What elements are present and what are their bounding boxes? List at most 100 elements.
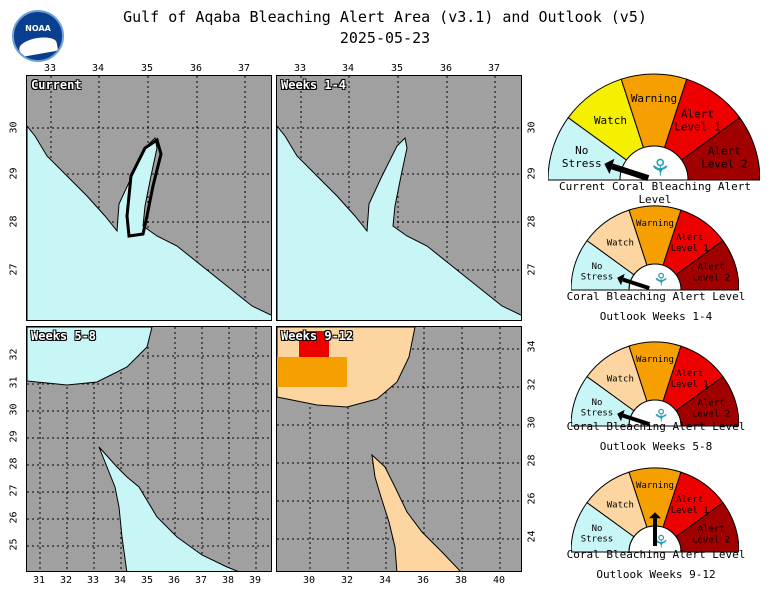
lat-tick: 30	[8, 121, 20, 134]
gauge-segment-label: Warning	[636, 355, 674, 365]
lat-tick: 27	[526, 263, 538, 276]
gauge-segment-label: Alert	[698, 263, 725, 273]
noaa-logo-text: NOAA	[25, 24, 51, 33]
lat-tick: 34	[526, 340, 538, 353]
gauge-segment-label: Level 1	[671, 506, 709, 516]
lon-tick: 33	[43, 63, 57, 74]
gauge-segment-label: Alert	[681, 107, 714, 120]
gauge-segment-label: Level 2	[692, 409, 730, 419]
gauge-segment-label: Alert	[676, 495, 703, 505]
lon-tick: 38	[454, 575, 468, 586]
lat-tick: 27	[8, 484, 20, 497]
lon-tick: 35	[390, 63, 404, 74]
map-weeks-1-4-svg	[277, 76, 521, 320]
panel-label: Weeks 5-8	[31, 329, 97, 343]
lon-tick: 34	[341, 63, 355, 74]
sea-area	[27, 125, 271, 320]
gauge-segment-label: Warning	[636, 481, 674, 491]
alert-area-outline	[125, 137, 163, 238]
gauge-pointer	[622, 413, 650, 427]
lon-tick: 37	[487, 63, 501, 74]
lon-tick: 40	[492, 575, 506, 586]
map-panel-weeks-5-8: Weeks 5-8	[26, 326, 272, 572]
gauge-pointer-head	[617, 409, 625, 422]
gauge-segment-label: Alert	[698, 525, 725, 535]
lat-tick: 30	[526, 416, 538, 429]
lon-tick: 36	[439, 63, 453, 74]
gauge-segment-label: Level 2	[701, 158, 747, 171]
lon-tick: 35	[140, 575, 154, 586]
lon-tick: 34	[91, 63, 105, 74]
warning-cells	[277, 357, 347, 387]
lon-tick: 37	[237, 63, 251, 74]
lat-tick: 24	[526, 530, 538, 543]
gauge-segment-label: Watch	[594, 114, 627, 127]
lat-tick: 25	[8, 538, 20, 551]
lat-tick: 31	[8, 376, 20, 389]
gauge-segment-label: Stress	[581, 273, 614, 283]
lat-tick: 26	[526, 492, 538, 505]
gauge-1: ⚘ No Stress Watch Warning Alert Level 1 Alert Le…	[570, 204, 740, 296]
coral-icon: ⚘	[652, 152, 668, 182]
sea-area-red-sea	[371, 453, 461, 571]
lat-tick: 28	[8, 215, 20, 228]
lon-tick: 36	[167, 575, 181, 586]
gauge-segment-label: No	[575, 144, 588, 157]
sea-area-north	[27, 327, 153, 386]
gauge-segment-label: Alert	[708, 144, 741, 157]
coral-icon: ⚘	[655, 529, 668, 553]
gauge-caption: Current Coral Bleaching Alert Level	[558, 180, 752, 206]
coral-icon: ⚘	[655, 403, 668, 427]
page-title: Gulf of Aqaba Bleaching Alert Area (v3.1…	[123, 8, 647, 26]
noaa-logo: NOAA	[12, 10, 64, 62]
map-panel-weeks-9-12: Weeks 9-12	[276, 326, 522, 572]
lon-tick: 34	[378, 575, 392, 586]
gauge-segment-label: Warning	[636, 219, 674, 229]
lat-tick: 26	[8, 511, 20, 524]
gauge-segment-label: Level 1	[671, 380, 709, 390]
lon-tick: 33	[293, 63, 307, 74]
lat-tick: 27	[8, 263, 20, 276]
gauge-subcaption: Outlook Weeks 9-12	[596, 568, 716, 581]
sea-area	[277, 125, 521, 320]
gauge-segment-label: Warning	[631, 92, 677, 105]
gauge-pointer	[622, 277, 650, 291]
lat-tick: 32	[526, 378, 538, 391]
map-current-svg	[27, 76, 271, 320]
panel-label: Current	[31, 78, 82, 92]
lon-tick: 39	[248, 575, 262, 586]
lat-tick: 28	[526, 454, 538, 467]
lat-tick: 29	[8, 167, 20, 180]
gauge-hub	[628, 399, 682, 427]
gauge-0: ⚘ No Stress Watch Warning Alert Level 1 Alert Le…	[547, 72, 761, 186]
lon-tick: 33	[86, 575, 100, 586]
gauge-segment-label: Alert	[698, 399, 725, 409]
gauge-subcaption: Outlook Weeks 5-8	[599, 440, 713, 453]
coral-icon: ⚘	[655, 267, 668, 291]
lon-tick: 30	[302, 575, 316, 586]
gauge-segment-label: No	[592, 398, 603, 408]
gauge-2: ⚘ No Stress Watch Warning Alert Level 1 Alert Le…	[570, 340, 740, 432]
lon-tick: 32	[340, 575, 354, 586]
gauge-segment-label: Stress	[562, 157, 602, 170]
gull-icon	[17, 34, 59, 58]
gauge-segment-label: Watch	[607, 374, 634, 384]
lat-tick: 29	[8, 430, 20, 443]
lon-tick: 38	[221, 575, 235, 586]
gauge-segment-label: Level 2	[692, 273, 730, 283]
lon-tick: 34	[113, 575, 127, 586]
gauge-segment-label: No	[592, 524, 603, 534]
lat-tick: 32	[8, 348, 20, 361]
lon-tick: 36	[416, 575, 430, 586]
panel-label: Weeks 9-12	[281, 329, 354, 343]
gauge-segment-label: Stress	[581, 535, 614, 545]
lon-tick: 36	[189, 63, 203, 74]
gauge-pointer-head	[604, 158, 615, 174]
gauge-segment-label: Watch	[607, 238, 634, 248]
lat-tick: 30	[8, 403, 20, 416]
gauge-pointer	[611, 163, 650, 181]
lon-tick: 37	[194, 575, 208, 586]
